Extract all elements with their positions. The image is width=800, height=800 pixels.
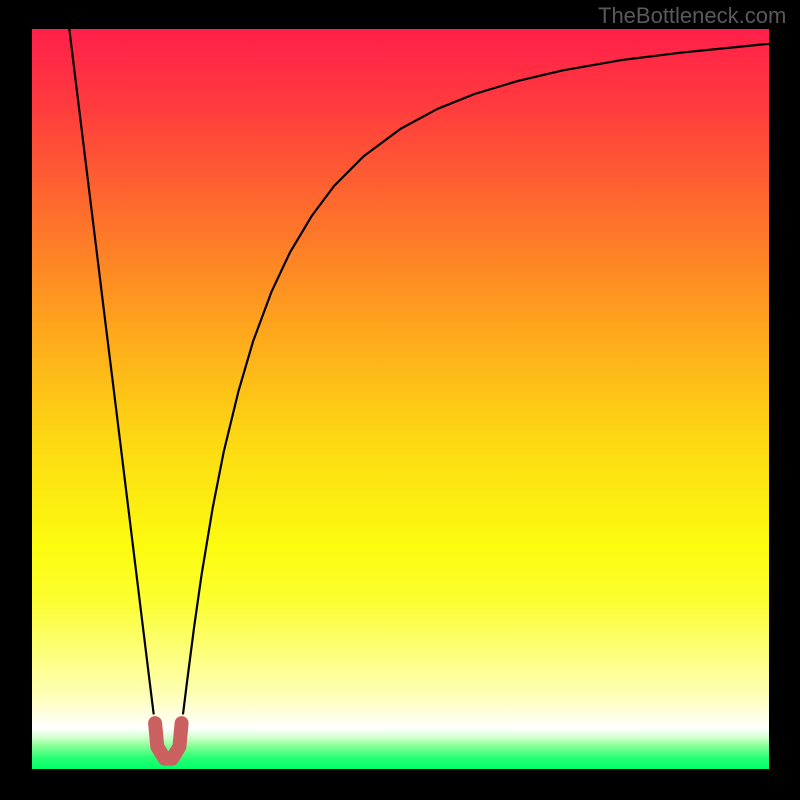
chart-frame: TheBottleneck.com: [0, 0, 800, 800]
watermark-text: TheBottleneck.com: [598, 3, 786, 29]
gradient-background: [32, 29, 769, 769]
plot-area: [32, 29, 769, 769]
plot-svg: [32, 29, 769, 769]
